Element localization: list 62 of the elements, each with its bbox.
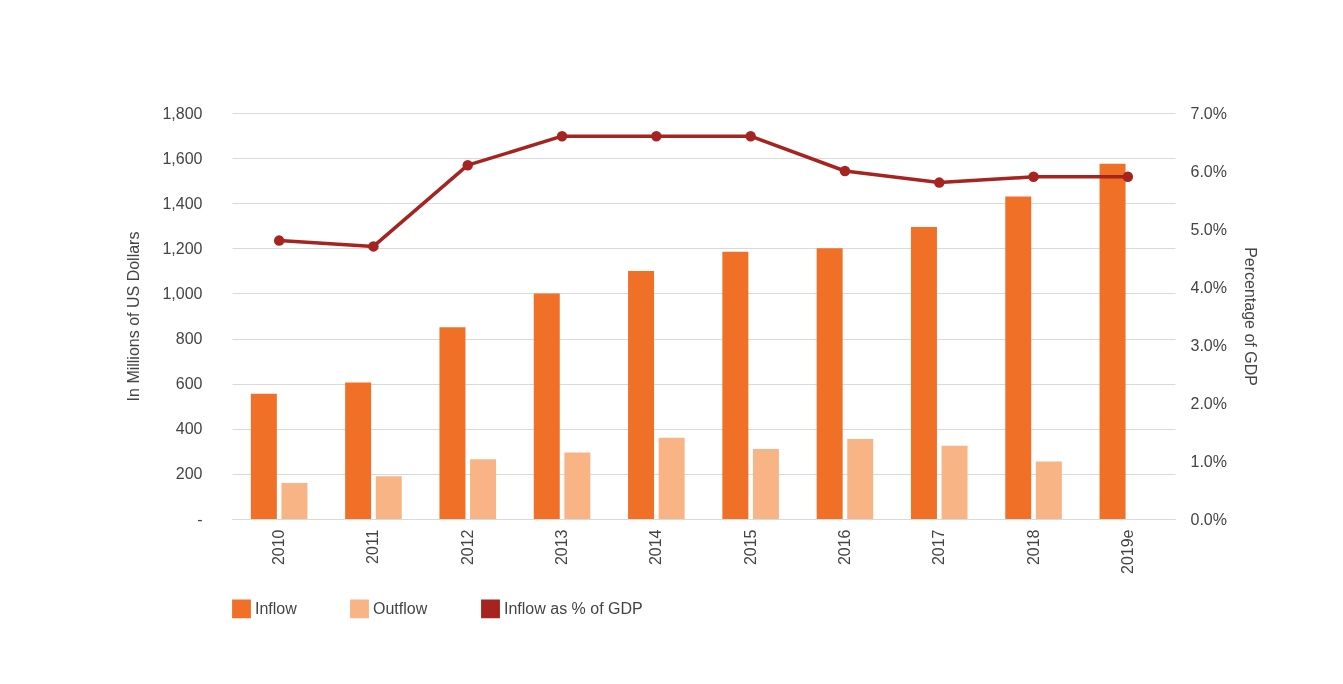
y2-tick-label: 3.0% <box>1190 336 1227 354</box>
y2-tick-label: 6.0% <box>1190 162 1227 180</box>
y2-tick-label: 7.0% <box>1190 104 1227 122</box>
legend-label: Inflow <box>255 599 298 617</box>
point <box>934 177 945 188</box>
point <box>273 235 285 246</box>
x-tick-label: 2015 <box>741 529 759 566</box>
x-tick-label: 2013 <box>553 529 571 566</box>
bar <box>375 476 402 519</box>
bar <box>1035 461 1062 519</box>
legend-label: Inflow as % of GDP <box>504 599 643 617</box>
y2-tick-label: 0.0% <box>1190 510 1227 528</box>
bar <box>1005 196 1032 519</box>
x-tick-label: 2010 <box>270 529 288 566</box>
y-tick-label: 1,800 <box>162 104 203 122</box>
point <box>839 165 851 177</box>
x-tick-label: 2014 <box>647 529 665 566</box>
legend-label: Outflow <box>373 599 428 617</box>
x-tick-label: 2019e <box>1118 529 1136 574</box>
bar <box>910 226 937 519</box>
bar <box>281 482 308 519</box>
y2-tick-label: 2.0% <box>1190 394 1227 412</box>
y-tick-label: - <box>197 510 203 528</box>
y2-tick-label: 1.0% <box>1190 452 1227 470</box>
bar <box>250 393 277 519</box>
point <box>1122 171 1134 183</box>
y-tick-label: 200 <box>175 465 203 483</box>
y-tick-label: 800 <box>175 330 203 348</box>
y-tick-label: 600 <box>175 375 203 393</box>
bar <box>816 248 843 519</box>
point <box>1028 171 1039 183</box>
y-tick-label: 1,200 <box>162 239 203 257</box>
bar <box>847 438 874 519</box>
bar <box>752 449 779 519</box>
bar <box>722 251 749 519</box>
x-tick-label: 2011 <box>364 529 382 564</box>
point <box>745 130 756 142</box>
point <box>651 130 662 142</box>
bar <box>439 327 466 519</box>
point <box>462 159 473 171</box>
bar <box>533 293 560 519</box>
y-tick-label: 1,600 <box>162 149 203 167</box>
bar <box>564 452 591 519</box>
x-tick-label: 2017 <box>930 529 948 566</box>
y-tick-label: 400 <box>175 420 203 438</box>
bar <box>1099 163 1126 519</box>
bar <box>628 270 655 519</box>
y2-tick-label: 4.0% <box>1190 278 1227 296</box>
y-tick-label: 1,400 <box>162 194 203 212</box>
y-tick-label: 1,000 <box>162 284 203 302</box>
bar <box>941 445 968 519</box>
point <box>368 241 379 252</box>
bar <box>345 382 372 519</box>
y-axis-title: In Millions of US Dollars <box>125 231 143 402</box>
bar <box>470 459 497 519</box>
y2-tick-label: 5.0% <box>1190 220 1227 238</box>
point <box>556 130 568 142</box>
y2-axis-title: Percentage of GDP <box>1241 247 1259 386</box>
bar <box>658 437 685 519</box>
x-tick-label: 2018 <box>1024 529 1042 566</box>
x-tick-label: 2012 <box>458 529 476 566</box>
x-tick-label: 2016 <box>835 529 853 566</box>
